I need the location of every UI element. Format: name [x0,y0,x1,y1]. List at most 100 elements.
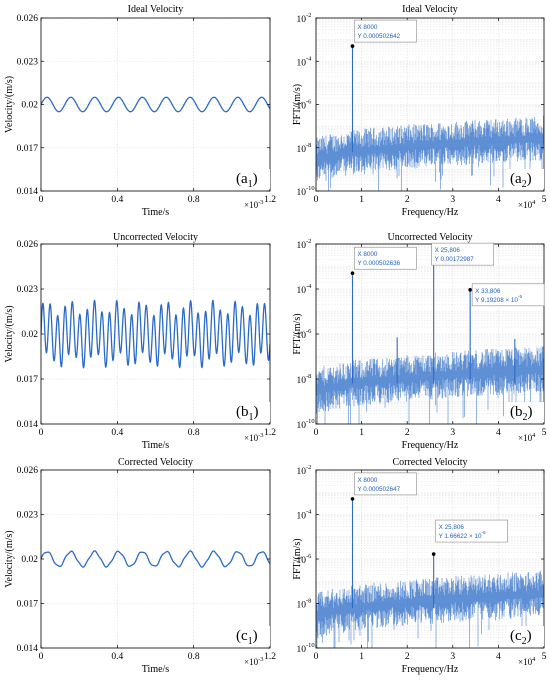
chart-title: Corrected Velocity [118,457,193,468]
panel-label: (b1) [236,404,259,423]
y-tick-label: 10 [297,102,307,112]
y-tick-exponent: -6 [306,328,312,335]
y-tick-label: 0.014 [17,187,39,197]
data-layer [41,96,270,113]
panel-label-bg [232,402,270,422]
panel-label-close: ) [527,628,532,644]
y-tick-label: 0.02 [21,101,38,111]
x-axis-label: Frequency/Hz [402,440,459,451]
datatip-y-power: -6 [481,530,486,536]
x-tick-label: 0.4 [111,652,123,662]
datatip-y-text: Y 1.66622 × 10-6 [439,530,486,540]
fft-noise-spectrum [316,115,544,191]
datatip-box [354,19,417,43]
x-axis-multiplier: ×10-3 [244,432,264,443]
x-axis-multiplier: ×104 [518,656,536,667]
x-tick-label: 0.8 [188,428,200,438]
chart-panel-2: 0 0.4 0.8 1.2 0.014 0.017 0.02 0.023 0.026 ×10-3 U… [4,232,276,451]
chart-title: Uncorrected Velocity [113,232,198,243]
y-axis-label: Velocity/(m/s) [4,305,15,362]
x-tick-label: 4 [496,428,501,438]
data-layer [41,299,270,369]
x-tick-label: 1.2 [264,428,276,438]
y-tick-exponent: -8 [306,373,311,380]
panel-label-close: ) [528,404,533,420]
data-layer [316,46,544,191]
y-tick-exponent: -10 [306,185,315,192]
datatip-x-text: X 8000 [357,24,377,31]
y-tick-exponent: -10 [306,418,315,425]
x-tick-label: 0 [39,652,44,662]
x-axis-multiplier: ×104 [518,432,536,443]
chart-panel-0: 0 0.4 0.8 1.2 0.014 0.017 0.02 0.023 0.026 ×10-3 I… [4,4,276,218]
panel-label-close: ) [254,404,259,420]
panel-label: (a2) [510,171,532,190]
datatip-x-text: X 25,806 [439,524,465,531]
data-layer [316,498,544,648]
y-tick-exponent: -4 [306,283,312,290]
velocity-series-line [41,96,270,113]
x-tick-label: 2 [405,652,410,662]
y-tick-label: 10 [297,601,307,611]
y-tick-label: 10 [297,286,307,296]
x-tick-label: 0 [39,195,44,205]
datatip-marker [350,44,355,48]
y-axis-label: FFT/(m/s) [292,538,303,579]
y-tick-label: 0.017 [17,144,39,154]
panel-label-subscript: 2 [522,179,527,190]
y-tick-label: 10 [297,645,307,655]
x-axis-multiplier-power: 4 [532,432,536,439]
x-axis-multiplier: ×10-3 [244,199,264,210]
y-tick-exponent: -8 [306,598,311,605]
panel-label-subscript: 2 [522,636,527,647]
x-axis-multiplier-power: 4 [532,199,536,206]
x-tick-label: 0 [314,195,319,205]
x-tick-label: 4 [496,195,501,205]
panel-label-bg [506,402,544,422]
y-axis-label: FFT/(m/s) [292,84,303,125]
y-tick-label: 10 [297,188,307,198]
y-tick-exponent: -4 [306,55,312,62]
y-tick-label: 10 [297,145,307,155]
velocity-series-line [41,550,270,568]
y-tick-label: 10 [297,241,307,251]
y-tick-label: 0.026 [17,240,39,250]
data-layer [41,550,270,568]
y-tick-label: 10 [297,331,307,341]
y-tick-exponent: -2 [306,12,311,19]
panel-label: (a1) [236,171,258,190]
datatip-marker [468,288,472,292]
x-axis-label: Frequency/Hz [402,207,459,218]
x-tick-label: 5 [542,652,547,662]
y-tick-exponent: -6 [306,99,312,106]
y-tick-label: 0.014 [17,420,39,430]
datatip-y-text: Y 0.00172987 [435,256,475,263]
x-axis-label: Time/s [142,440,170,451]
panel-label-subscript: 1 [248,179,253,190]
fft-noise-spectrum [316,570,544,648]
x-tick-label: 3 [450,195,455,205]
x-tick-label: 1.2 [264,195,276,205]
chart-title: Ideal Velocity [128,4,184,15]
data-layer [316,261,544,424]
y-tick-exponent: -10 [306,642,315,649]
fft-noise-spectrum [316,346,544,424]
datatip-x-text: X 8000 [357,477,377,484]
y-tick-label: 0.02 [21,555,38,565]
datatip-x-text: X 25,806 [435,247,461,254]
panel-label-subscript: 1 [249,412,254,423]
y-tick-label: 0.017 [17,600,39,610]
datatip-y-text: Y 0.000502636 [357,260,400,267]
chart-title: Uncorrected Velocity [387,232,472,243]
x-tick-label: 0 [314,652,319,662]
x-tick-label: 5 [542,428,547,438]
datatip-box [354,246,417,270]
y-axis-label: Velocity/(m/s) [4,76,15,133]
panel-label-close: ) [253,628,258,644]
chart-title: Ideal Velocity [402,4,458,15]
y-axis-label: Velocity/(m/s) [4,530,15,587]
